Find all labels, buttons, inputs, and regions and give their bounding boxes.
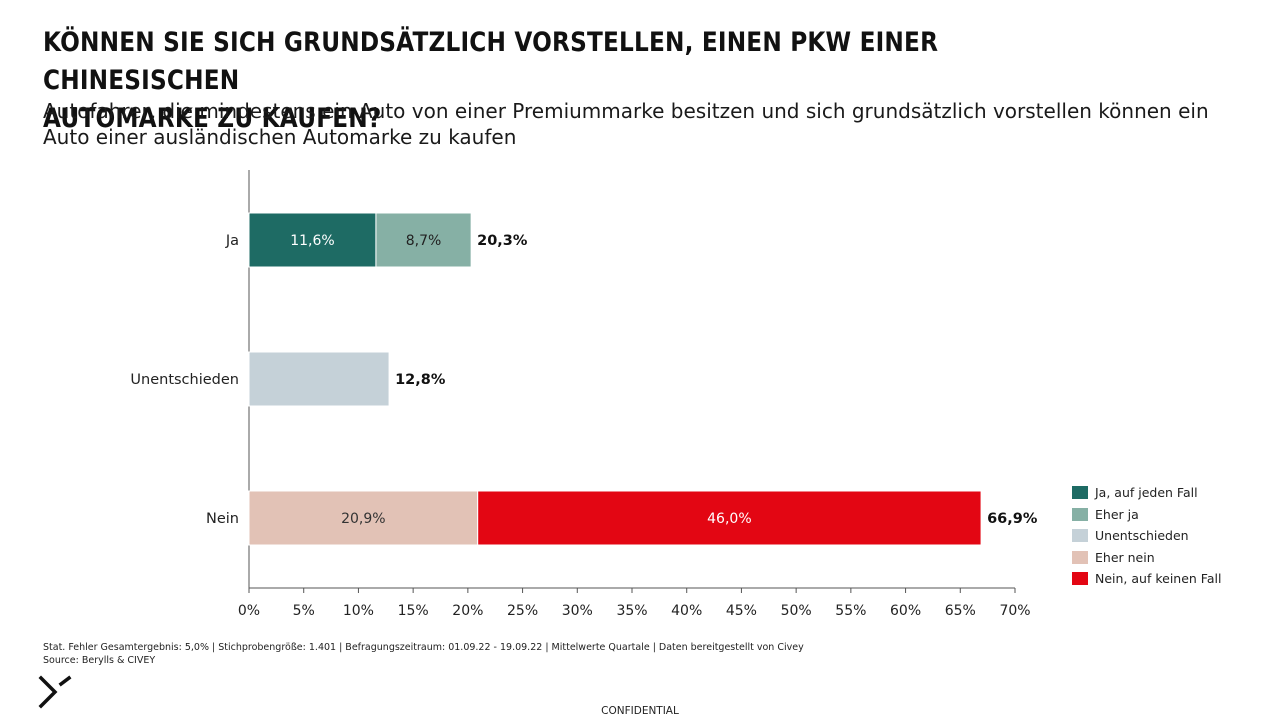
bar-segment <box>375 212 472 268</box>
x-tick-label: 20% <box>452 603 483 619</box>
category-label: Unentschieden <box>130 372 239 388</box>
x-tick-label: 50% <box>781 603 812 619</box>
x-tick-label: 5% <box>293 603 315 619</box>
brand-logo-icon <box>38 675 72 709</box>
x-tick-label: 70% <box>999 603 1030 619</box>
bar-value-label: 46,0% <box>707 511 751 527</box>
chart-subtitle: Autofahrer, die mindestens ein Auto von … <box>43 99 1209 149</box>
footnote-stats: Stat. Fehler Gesamtergebnis: 5,0% | Stic… <box>43 642 804 653</box>
chart-legend: Ja, auf jeden Fall Eher ja Unentschieden Eh… <box>1072 482 1221 590</box>
x-tick-label: 55% <box>835 603 866 619</box>
bar-value-label: 11,6% <box>290 233 334 249</box>
x-tick-label: 60% <box>890 603 921 619</box>
legend-item: Ja, auf jeden Fall <box>1072 482 1221 504</box>
legend-label: Unentschieden <box>1095 528 1189 544</box>
x-tick-label: 30% <box>562 603 593 619</box>
bar-segment <box>248 212 377 268</box>
x-tick-label: 0% <box>238 603 260 619</box>
bar-total-label: 12,8% <box>395 372 446 388</box>
bar-total-label: 20,3% <box>477 233 528 249</box>
legend-swatch <box>1072 550 1088 564</box>
legend-label: Eher nein <box>1095 549 1155 565</box>
bar-total-label: 66,9% <box>987 511 1038 527</box>
legend-label: Ja, auf jeden Fall <box>1095 485 1198 501</box>
footnote: Stat. Fehler Gesamtergebnis: 5,0% | Stic… <box>43 641 804 667</box>
legend-item: Unentschieden <box>1072 525 1221 547</box>
chart-title: KÖNNEN SIE SICH GRUNDSÄTZLICH VORSTELLEN… <box>43 27 939 134</box>
x-tick-label: 45% <box>726 603 757 619</box>
bar-segment <box>477 490 982 546</box>
x-tick-label: 15% <box>398 603 429 619</box>
bar-value-label: 8,7% <box>406 233 442 249</box>
bar-segment <box>248 490 479 546</box>
legend-swatch <box>1072 572 1088 586</box>
x-tick-label: 10% <box>343 603 374 619</box>
footnote-source: Source: Berylls & CIVEY <box>43 655 156 666</box>
legend-label: Nein, auf keinen Fall <box>1095 571 1222 587</box>
bar-value-label: 20,9% <box>341 511 385 527</box>
legend-swatch <box>1072 486 1088 500</box>
legend-item: Eher ja <box>1072 504 1221 526</box>
legend-item: Nein, auf keinen Fall <box>1072 568 1221 590</box>
legend-swatch <box>1072 529 1088 543</box>
x-tick-label: 25% <box>507 603 538 619</box>
x-tick-label: 40% <box>671 603 702 619</box>
confidential-label: CONFIDENTIAL <box>601 705 679 717</box>
bar-segment <box>248 351 390 407</box>
category-label: Ja <box>225 233 239 249</box>
x-tick-label: 35% <box>616 603 647 619</box>
x-tick-label: 65% <box>945 603 976 619</box>
category-label: Nein <box>206 511 239 527</box>
legend-label: Eher ja <box>1095 506 1139 522</box>
legend-swatch <box>1072 507 1088 521</box>
legend-item: Eher nein <box>1072 547 1221 569</box>
